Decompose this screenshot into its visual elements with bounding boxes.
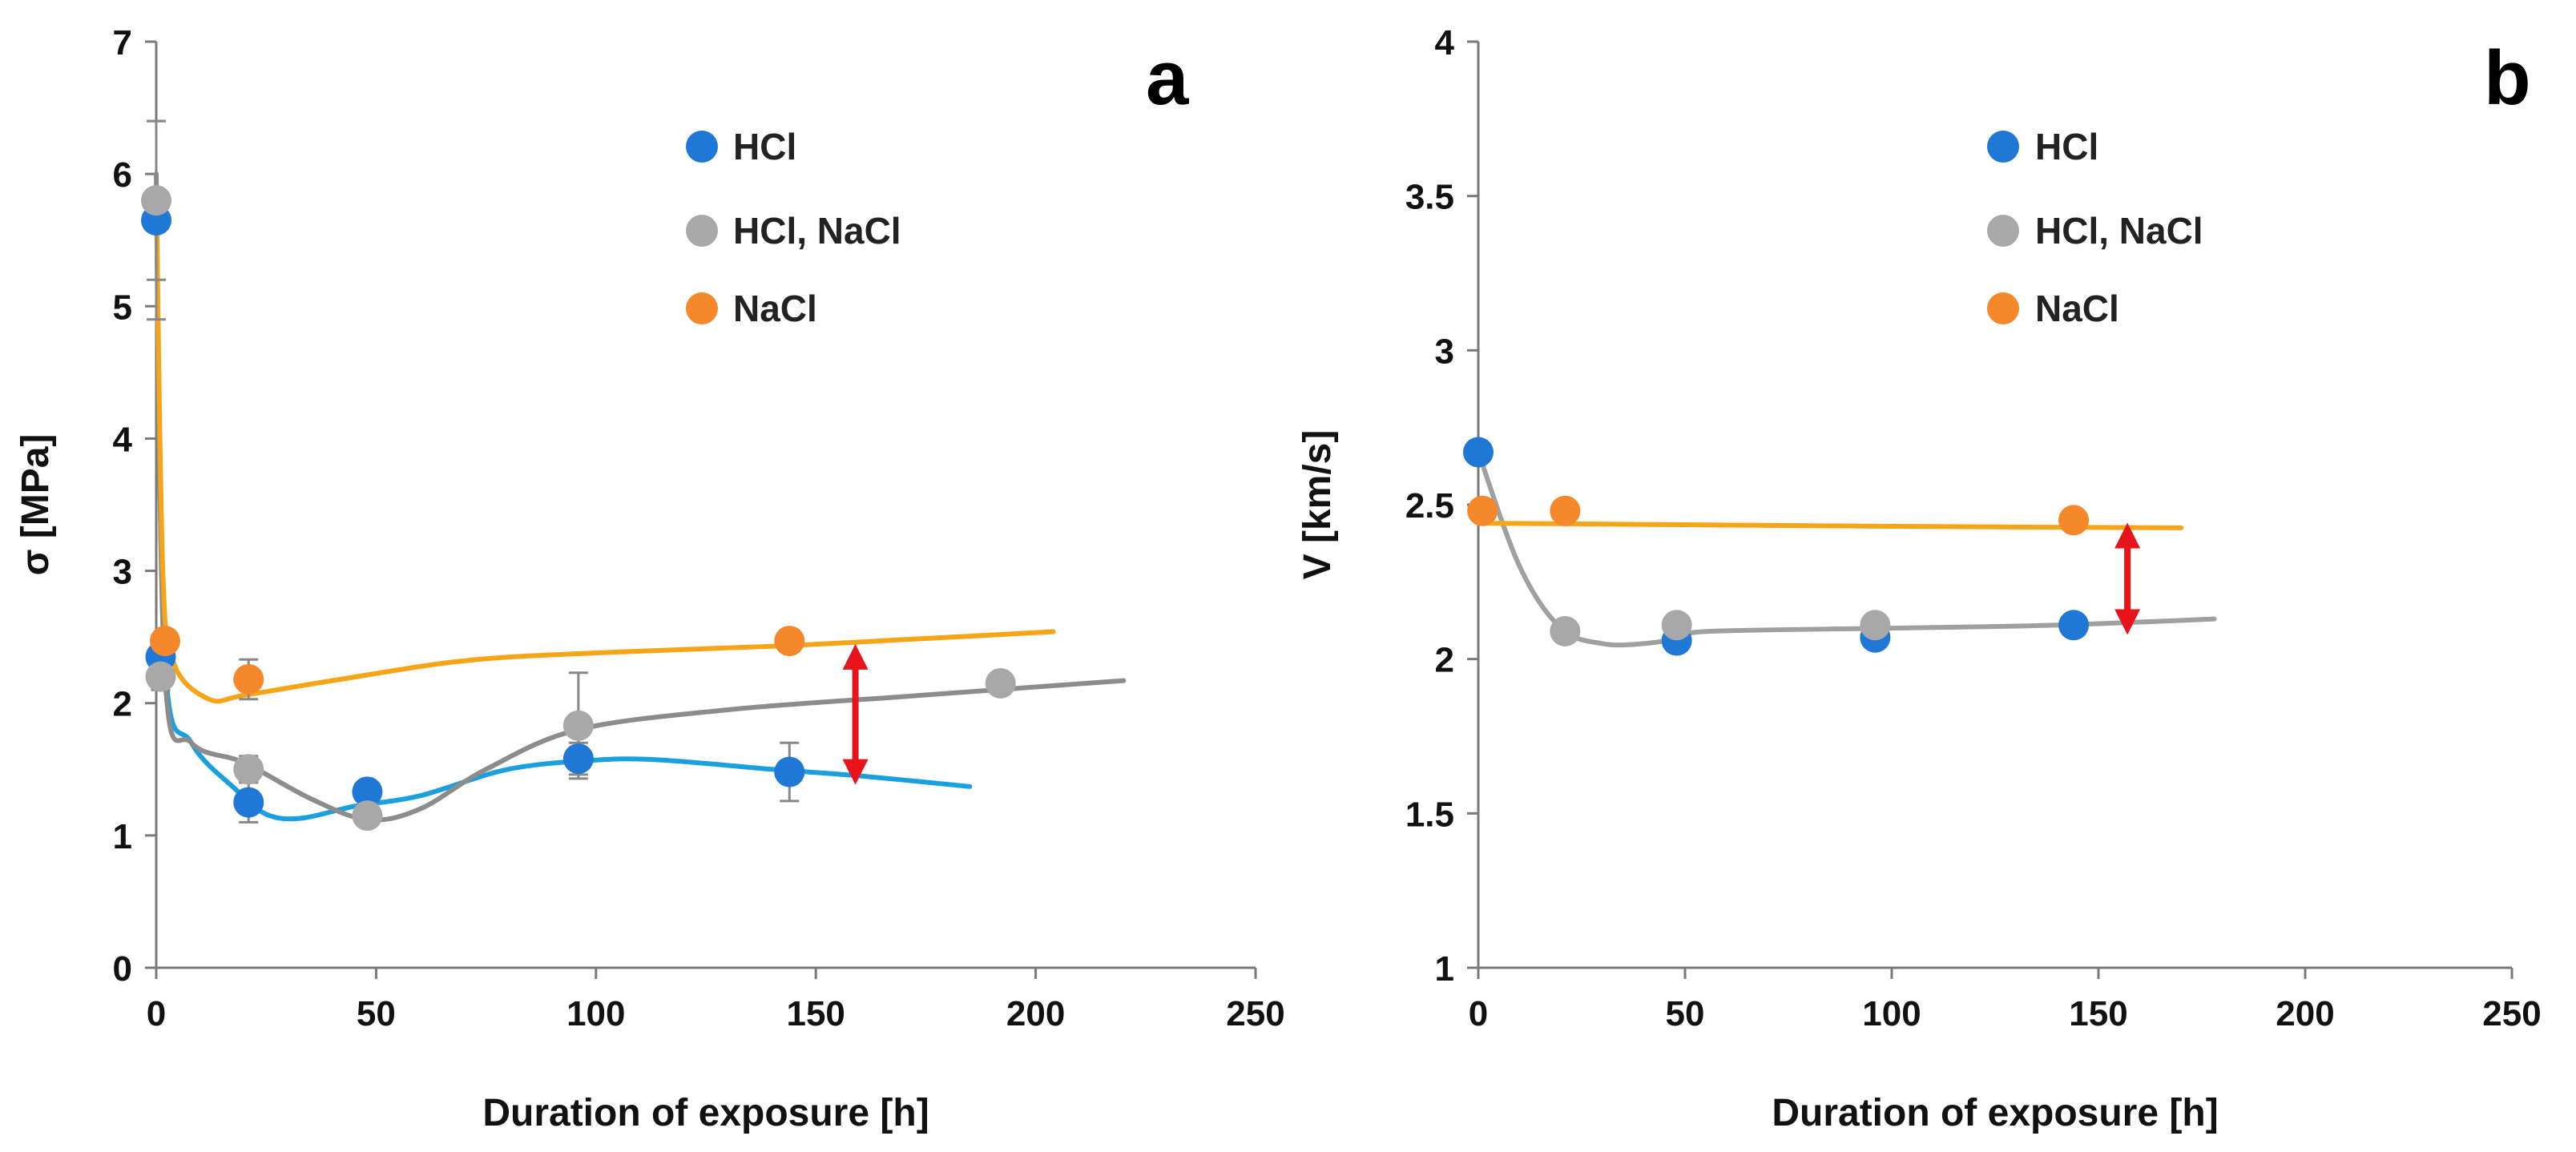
panel-b-point-hcl-nacl — [1860, 610, 1891, 641]
panel-a-point-hcl-nacl — [352, 800, 383, 832]
panel-a-x-tick-label: 150 — [786, 994, 845, 1033]
panel-a-chart: 0 1 2 3 4 5 6 7 0 50 100 150 200 250 Duration of exp… — [14, 23, 1285, 1134]
panel-b-point-nacl — [2058, 505, 2090, 536]
panel-b-y-tick-label: 4 — [1435, 23, 1455, 62]
panel-a-y-tick-label: 4 — [113, 420, 133, 459]
panel-a-y-axis-title: σ [MPa] — [14, 434, 57, 576]
panel-b-y-tick-label: 1 — [1435, 949, 1454, 989]
panel-a-point-hcl-nacl — [141, 185, 171, 216]
panel-a-y-tick-label: 1 — [113, 817, 132, 856]
panel-b-point-hcl-nacl — [1550, 615, 1581, 646]
panel-b-point-hcl — [1463, 437, 1494, 468]
panel-b-x-tick-label: 150 — [2069, 994, 2127, 1033]
panel-b-x-tick-label: 250 — [2482, 994, 2541, 1033]
panel-b-y-tick-label: 2.5 — [1405, 486, 1454, 526]
panel-b-curve-hcl-nacl — [1476, 449, 2217, 648]
panel-a-x-tick-label: 0 — [147, 994, 166, 1033]
panel-a-curves — [154, 171, 1127, 823]
panel-a-legend: HCl HCl, NaCl NaCl — [686, 126, 901, 329]
panel-a-point-hcl — [352, 776, 383, 808]
panel-a-legend-marker-hcl-nacl — [686, 215, 718, 247]
panel-b-point-nacl — [1467, 495, 1498, 526]
panel-b-y-tick-label: 1.5 — [1405, 795, 1454, 834]
panel-a-point-nacl — [149, 626, 180, 657]
panel-a-y-ticks: 0 1 2 3 4 5 6 7 — [113, 23, 156, 989]
panel-b-legend-label-hcl: HCl — [2035, 126, 2098, 167]
panel-b-x-tick-label: 100 — [1862, 994, 1921, 1033]
panel-a-x-tick-label: 50 — [357, 994, 396, 1033]
panel-b-x-tick-label: 200 — [2276, 994, 2334, 1033]
panel-b-y-tick-label: 3.5 — [1405, 178, 1454, 217]
panel-b-legend-label-hcl-nacl: HCl, NaCl — [2035, 210, 2203, 252]
panel-b-legend-label-nacl: NaCl — [2035, 288, 2119, 329]
panel-a-curve-nacl — [154, 184, 1056, 704]
panel-b-legend: HCl HCl, NaCl NaCl — [1987, 126, 2203, 329]
panel-a-legend-label-hcl-nacl: HCl, NaCl — [733, 210, 901, 252]
panel-b-chart: 1 1.5 2 2.5 3 3.5 4 0 50 100 150 200 250 Duration o… — [1296, 23, 2542, 1134]
panel-b-points — [1463, 437, 2090, 656]
panel-b-point-nacl — [1550, 495, 1581, 526]
panel-a-x-ticks: 0 50 100 150 200 250 — [147, 968, 1285, 1033]
panel-a-point-hcl-nacl — [233, 754, 264, 785]
panel-b-legend-marker-nacl — [1987, 292, 2019, 324]
panel-a-x-tick-label: 200 — [1006, 994, 1065, 1033]
panel-a-y-tick-label: 0 — [113, 949, 132, 989]
panel-a-curve-hcl-nacl — [154, 171, 1127, 823]
panel-b-y-tick-label: 2 — [1435, 641, 1454, 680]
panel-a-point-nacl — [233, 663, 264, 695]
panel-b-point-hcl — [2058, 610, 2090, 641]
panel-a-legend-marker-hcl — [686, 131, 718, 163]
panel-b-x-ticks: 0 50 100 150 200 250 — [1469, 968, 2542, 1033]
panel-a-point-hcl — [233, 787, 264, 818]
panel-a-x-tick-label: 100 — [566, 994, 625, 1033]
panel-b-curves — [1476, 449, 2217, 648]
panel-a-point-hcl-nacl — [985, 667, 1016, 699]
panel-b-x-tick-label: 50 — [1666, 994, 1705, 1033]
panel-a-y-tick-label: 3 — [113, 553, 132, 592]
panel-a-y-tick-label: 5 — [113, 288, 132, 327]
panel-a-y-tick-label: 7 — [113, 23, 132, 62]
panel-a-legend-label-hcl: HCl — [733, 126, 796, 167]
panel-b-y-tick-label: 3 — [1435, 332, 1454, 371]
panel-b-point-hcl-nacl — [1661, 610, 1692, 641]
panel-b-y-axis-title: V [km/s] — [1296, 430, 1339, 580]
panel-a-point-hcl — [774, 756, 805, 787]
panel-b-legend-marker-hcl — [1987, 131, 2019, 163]
panel-a-x-tick-label: 250 — [1226, 994, 1284, 1033]
panel-a-y-tick-label: 6 — [113, 155, 132, 195]
panel-a-point-nacl — [774, 626, 805, 657]
panel-a-legend-label-nacl: NaCl — [733, 288, 817, 329]
panel-a-x-axis-title: Duration of exposure [h] — [482, 1092, 929, 1134]
panel-b-x-axis-title: Duration of exposure [h] — [1772, 1092, 2218, 1134]
panel-a-points — [141, 185, 1016, 832]
panel-a-point-hcl — [562, 743, 594, 775]
panel-a-point-hcl-nacl — [562, 710, 594, 741]
panel-b-legend-marker-hcl-nacl — [1987, 215, 2019, 247]
panel-a-curve-hcl — [154, 184, 973, 822]
panel-b-x-tick-label: 0 — [1469, 994, 1488, 1033]
panel-a-label: a — [1146, 35, 1189, 121]
panel-a-legend-marker-nacl — [686, 292, 718, 324]
panel-b-label: b — [2484, 35, 2531, 121]
panel-b-y-ticks: 1 1.5 2 2.5 3 3.5 4 — [1405, 23, 1478, 989]
panel-a-point-hcl-nacl — [145, 661, 176, 692]
panel-a-y-tick-label: 2 — [113, 685, 132, 724]
